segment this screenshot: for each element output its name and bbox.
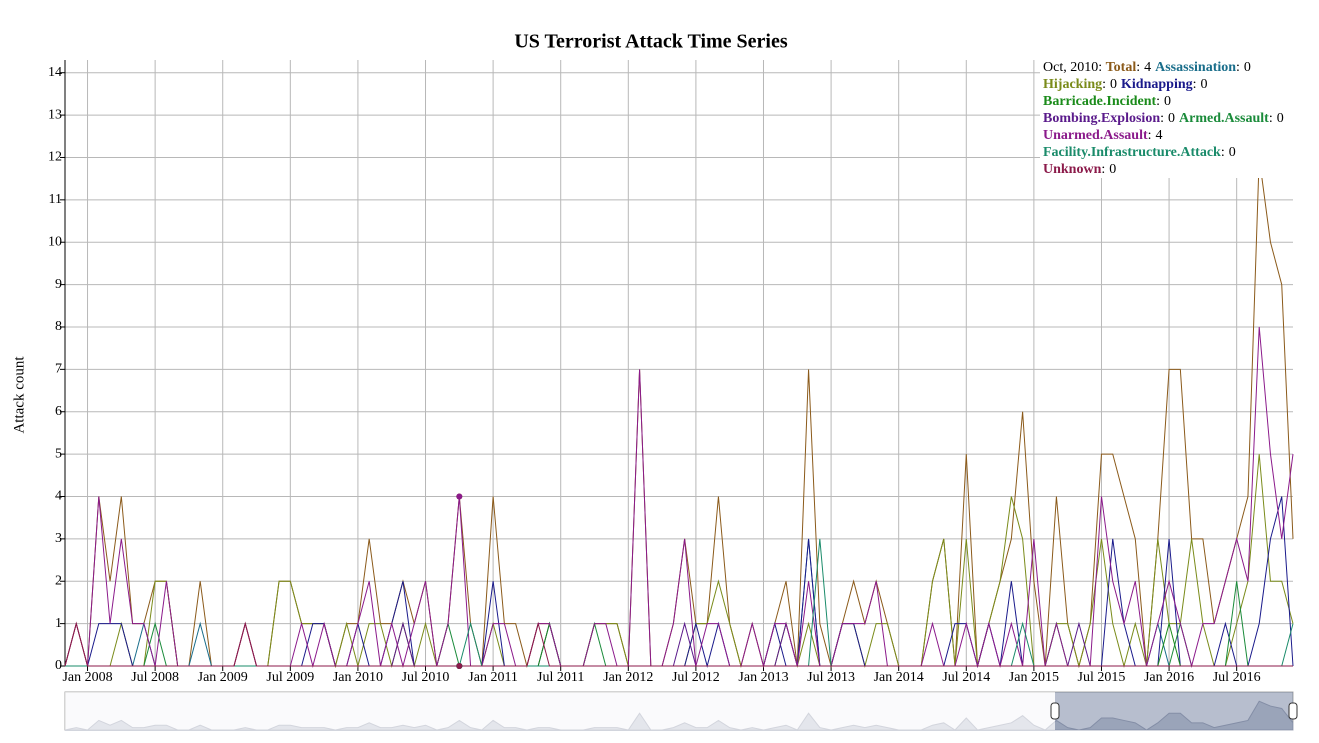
y-tick-label: 0 xyxy=(55,658,62,673)
range-mask xyxy=(65,692,1055,730)
y-tick-label: 7 xyxy=(55,362,62,377)
highlight-point xyxy=(456,663,463,669)
highlight-point xyxy=(456,493,463,500)
x-tick-label: Jan 2008 xyxy=(62,670,112,685)
legend-name: Hijacking xyxy=(1043,77,1110,92)
series-line xyxy=(64,621,1293,667)
x-tick-label: Jan 2016 xyxy=(1144,670,1194,685)
x-tick-label: Jul 2014 xyxy=(942,670,990,685)
legend-value: 0 xyxy=(1276,111,1284,126)
y-tick-label: 11 xyxy=(49,192,62,207)
x-tick-label: Jul 2015 xyxy=(1078,670,1126,685)
x-tick-label: Jul 2012 xyxy=(672,670,720,685)
y-tick-label: 5 xyxy=(55,446,62,461)
legend-value: 4 xyxy=(1155,128,1163,143)
legend-name: Bombing.Explosion xyxy=(1043,111,1168,126)
y-tick-label: 2 xyxy=(55,573,62,588)
series-line xyxy=(65,454,1294,668)
legend-value: 0 xyxy=(1109,162,1117,177)
legend-name: Total xyxy=(1106,60,1145,75)
y-tick-label: 4 xyxy=(55,489,62,504)
y-tick-label: 9 xyxy=(55,277,62,292)
y-tick-label: 13 xyxy=(48,107,62,122)
legend-value: 0 xyxy=(1243,60,1251,75)
x-tick-label: Jan 2011 xyxy=(468,670,518,685)
x-tick-label: Jul 2008 xyxy=(131,670,179,685)
y-axis-label: Attack count xyxy=(11,356,27,434)
series-line xyxy=(65,538,1294,667)
legend-name: Unknown xyxy=(1043,162,1109,177)
x-tick-label: Jan 2015 xyxy=(1009,670,1059,685)
y-tick-label: 10 xyxy=(48,234,62,249)
x-tick-label: Jan 2014 xyxy=(874,670,924,685)
legend-row: Bombing.Explosion0Armed.Assault0 xyxy=(1043,110,1298,127)
legend-name: Assassination xyxy=(1155,60,1244,75)
legend-value: 0 xyxy=(1200,77,1208,92)
x-tick-label: Jan 2009 xyxy=(198,670,248,685)
y-tick-label: 14 xyxy=(48,65,62,80)
y-tick-label: 3 xyxy=(55,531,62,546)
y-tick-label: 6 xyxy=(55,404,62,419)
legend-row: Unknown0 xyxy=(1043,161,1298,178)
chart-title: US Terrorist Attack Time Series xyxy=(514,31,788,53)
range-handle[interactable] xyxy=(1050,702,1060,720)
legend-row: Barricade.Incident0 xyxy=(1043,93,1298,110)
x-tick-label: Jul 2013 xyxy=(807,670,855,685)
legend-name: Barricade.Incident xyxy=(1043,94,1164,109)
legend-value: 4 xyxy=(1144,60,1152,75)
legend: Oct, 2010: Total4Assassination0Hijacking… xyxy=(1040,59,1298,178)
x-tick-label: Jul 2011 xyxy=(537,670,584,685)
legend-name: Armed.Assault xyxy=(1179,111,1277,126)
legend-value: 0 xyxy=(1228,145,1236,160)
series-line xyxy=(65,538,1293,667)
x-tick-label: Jul 2009 xyxy=(266,670,314,685)
x-tick-label: Jan 2010 xyxy=(333,670,383,685)
x-tick-label: Jan 2013 xyxy=(738,670,788,685)
legend-date: Oct, 2010 xyxy=(1043,60,1099,75)
y-tick-label: 8 xyxy=(55,319,62,334)
legend-row: Oct, 2010: Total4Assassination0 xyxy=(1043,59,1298,76)
legend-value: 0 xyxy=(1110,77,1118,92)
legend-name: Facility.Infrastructure.Attack xyxy=(1043,145,1229,160)
series-line xyxy=(65,621,1293,667)
legend-name: Kidnapping xyxy=(1121,77,1201,92)
x-tick-label: Jul 2010 xyxy=(402,670,450,685)
legend-row: Facility.Infrastructure.Attack0 xyxy=(1043,144,1298,161)
legend-name: Unarmed.Assault xyxy=(1043,128,1156,143)
y-tick-label: 1 xyxy=(55,616,62,631)
legend-row: Hijacking0Kidnapping0 xyxy=(1043,76,1298,93)
x-tick-label: Jan 2012 xyxy=(603,670,653,685)
legend-row: Unarmed.Assault4 xyxy=(1043,127,1298,144)
range-window xyxy=(1055,692,1293,730)
legend-value: 0 xyxy=(1164,94,1172,109)
x-tick-label: Jul 2016 xyxy=(1213,670,1261,685)
y-tick-label: 12 xyxy=(48,150,62,165)
legend-value: 0 xyxy=(1168,111,1175,126)
range-handle[interactable] xyxy=(1288,702,1298,720)
